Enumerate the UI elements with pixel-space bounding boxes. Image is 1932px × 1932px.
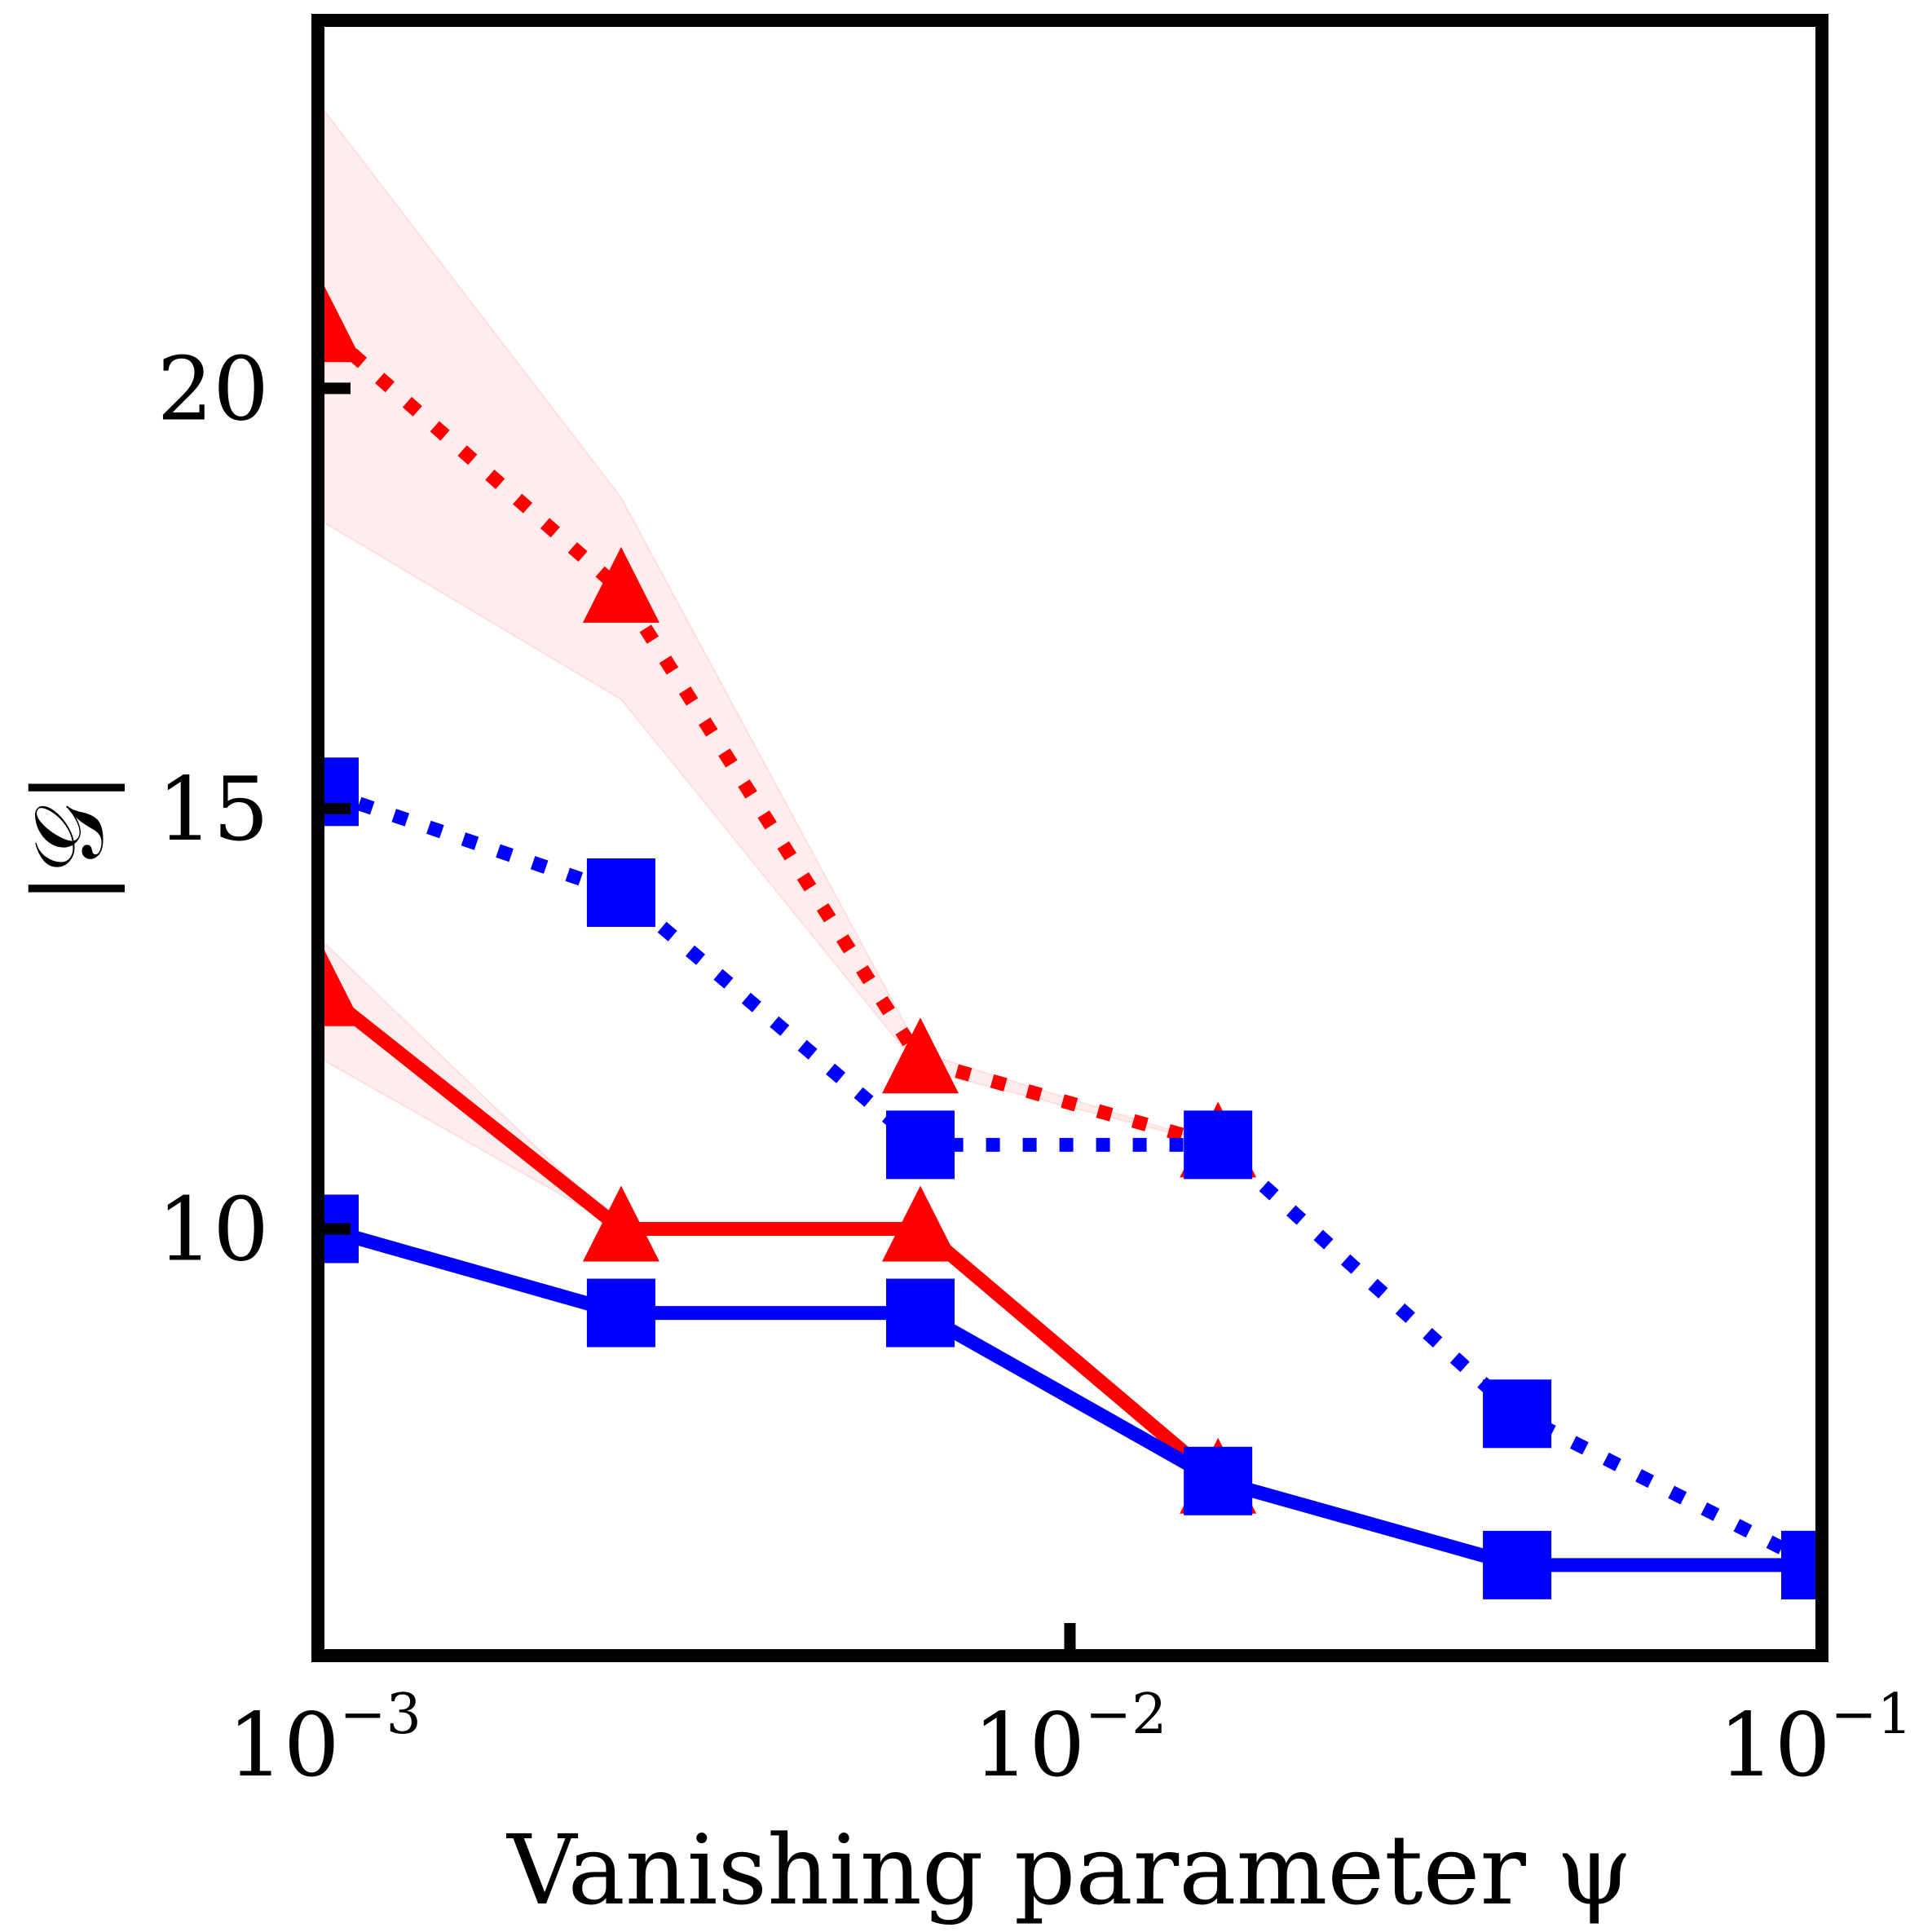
plot-frame <box>311 14 1828 1662</box>
y-axis-label: |𝒢| <box>12 771 125 905</box>
marker-red-solid-1 <box>582 1185 659 1262</box>
marker-red-dotted-1 <box>582 546 659 623</box>
marker-blue-solid-5 <box>1781 1530 1822 1599</box>
y-tick-label-15: 15 <box>157 759 269 861</box>
series-lines <box>320 324 1819 1573</box>
marker-blue-solid-2 <box>885 1278 955 1348</box>
line-blue-dotted <box>322 785 1819 1572</box>
x-tick-base-0: 10 <box>227 1695 339 1797</box>
marker-blue-solid-3 <box>1184 1446 1253 1515</box>
x-tick-exponent-1: −2 <box>1085 1683 1167 1747</box>
line-red-solid <box>320 988 1223 1487</box>
confidence-bands <box>324 108 1219 1482</box>
marker-blue-dotted-2 <box>885 1110 955 1180</box>
marker-red-solid-2 <box>881 1185 959 1262</box>
marker-blue-dotted-1 <box>586 858 655 928</box>
axis-ticks <box>324 382 1076 1649</box>
x-tick-base-1: 10 <box>973 1695 1085 1797</box>
x-axis-label: Vanishing parameter ψ <box>505 1814 1632 1926</box>
x-tick-label-1: 10−2 <box>973 1683 1167 1797</box>
line-red-dotted <box>320 324 1220 1152</box>
marker-red-dotted-2 <box>881 1017 959 1094</box>
marker-blue-dotted-0 <box>318 757 359 827</box>
marker-blue-dotted-3 <box>1184 1110 1253 1180</box>
x-tick-label-2: 10−1 <box>1718 1683 1912 1797</box>
marker-red-solid-0 <box>318 950 363 1026</box>
band-red-dotted <box>324 108 1219 1146</box>
marker-blue-solid-1 <box>586 1278 655 1348</box>
marker-blue-dotted-4 <box>1483 1379 1552 1449</box>
line-blue-solid <box>322 1222 1815 1573</box>
x-tick-base-2: 10 <box>1718 1695 1830 1797</box>
y-tick-label-20: 20 <box>157 338 269 440</box>
x-tick-exponent-2: −1 <box>1831 1683 1912 1747</box>
x-tick-exponent-0: −3 <box>340 1683 421 1747</box>
x-tick-label-0: 10−3 <box>227 1683 421 1797</box>
y-tick-label-10: 10 <box>157 1179 269 1281</box>
marker-blue-solid-4 <box>1483 1530 1552 1599</box>
series-markers <box>318 286 1822 1599</box>
marker-red-dotted-0 <box>318 286 363 363</box>
